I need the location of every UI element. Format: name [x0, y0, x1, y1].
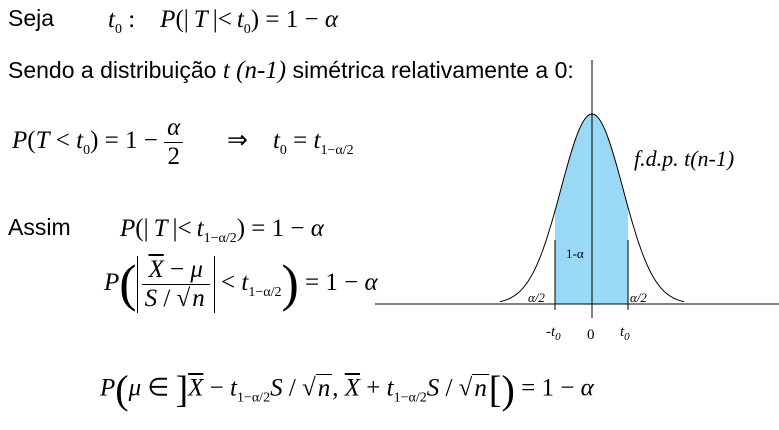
- fdp-label: f.d.p. t(n-1): [634, 146, 734, 171]
- assim-label: Assim: [8, 214, 71, 240]
- seja-label: Seja: [8, 5, 55, 31]
- formula-definition: t0 : P(| T |< t0) = 1 − α: [108, 6, 338, 37]
- tick-pos-t0: t0: [620, 324, 630, 343]
- left-tail-label: α/2: [528, 290, 545, 305]
- right-tail-label: α/2: [630, 290, 647, 305]
- formula-confidence-interval: P(μ ∈ ]X − t1−α/2S / √n, X + t1−α/2S / √…: [100, 367, 594, 412]
- tick-zero: 0: [587, 327, 595, 343]
- center-area-label: 1-α: [566, 246, 584, 261]
- formula-assim: P(| T |< t1−α/2) = 1 − α: [120, 215, 324, 246]
- symmetry-statement: Sendo a distribuição t (n-1) simétrica r…: [8, 57, 574, 84]
- tick-neg-t0: -t0: [546, 324, 561, 343]
- implies-symbol: ⇒: [227, 127, 248, 155]
